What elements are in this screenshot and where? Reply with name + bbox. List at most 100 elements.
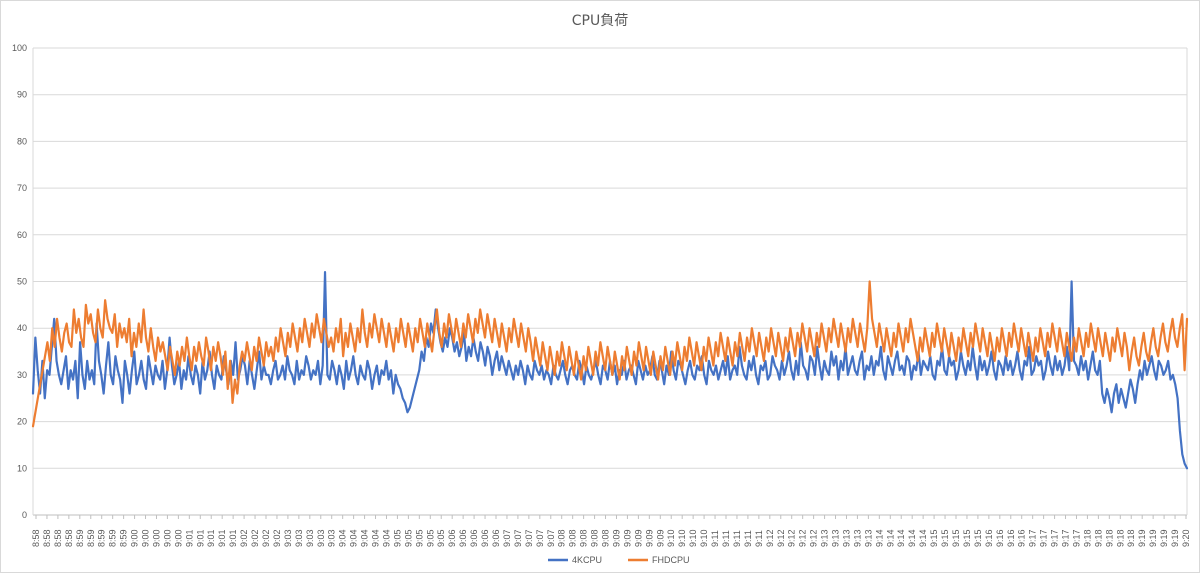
legend: 4KCPU FHDCPU [548, 555, 690, 565]
x-tick-label: 9:19 [1159, 529, 1169, 547]
x-tick-label: 9:13 [820, 529, 830, 547]
x-tick-label: 9:10 [688, 529, 698, 547]
x-tick-label: 9:12 [798, 529, 808, 547]
x-tick-label: 9:02 [261, 529, 271, 547]
x-tick-label: 9:14 [896, 529, 906, 547]
x-tick-label: 8:59 [108, 529, 118, 547]
y-tick-label: 50 [17, 277, 27, 287]
x-tick-label: 9:01 [195, 529, 205, 547]
x-tick-label: 9:18 [1082, 529, 1092, 547]
x-tick-label: 9:06 [458, 529, 468, 547]
x-tick-label: 9:18 [1104, 529, 1114, 547]
x-tick-label: 9:13 [841, 529, 851, 547]
x-tick-label: 9:06 [480, 529, 490, 547]
y-tick-label: 100 [12, 43, 27, 53]
x-tick-label: 9:07 [524, 529, 534, 547]
x-tick-label: 9:20 [1181, 529, 1191, 547]
x-tick-label: 8:59 [97, 529, 107, 547]
legend-label-4kcpu: 4KCPU [572, 555, 602, 565]
y-tick-label: 30 [17, 370, 27, 380]
x-tick-label: 9:16 [1006, 529, 1016, 547]
x-tick-label: 9:10 [677, 529, 687, 547]
x-tick-label: 9:01 [184, 529, 194, 547]
x-tick-label: 9:03 [327, 529, 337, 547]
x-tick-label: 9:11 [743, 530, 753, 547]
x-tick-label: 9:04 [349, 529, 359, 547]
series-line-4kcpu [31, 271, 1189, 470]
x-tick-label: 9:16 [1017, 529, 1027, 547]
x-tick-label: 8:58 [31, 529, 41, 547]
x-tick-label: 9:14 [918, 529, 928, 547]
x-tick-label: 9:14 [885, 529, 895, 547]
x-tick-label: 9:08 [557, 529, 567, 547]
x-tick-label: 9:13 [863, 529, 873, 547]
x-tick-label: 9:07 [546, 529, 556, 547]
x-tick-label: 9:12 [809, 529, 819, 547]
x-tick-label: 9:00 [141, 529, 151, 547]
x-tick-label: 9:11 [754, 530, 764, 547]
x-tick-label: 9:08 [568, 529, 578, 547]
y-tick-label: 90 [17, 90, 27, 100]
x-tick-label: 9:01 [206, 529, 216, 547]
y-tick-label: 40 [17, 323, 27, 333]
x-tick-label: 9:04 [338, 529, 348, 547]
x-tick-label: 9:05 [425, 529, 435, 547]
x-tick-label: 9:00 [130, 529, 140, 547]
x-tick-label: 9:02 [239, 529, 249, 547]
x-tick-label: 9:02 [250, 529, 260, 547]
x-tick-label: 9:15 [940, 529, 950, 547]
x-tick-label: 9:17 [1071, 529, 1081, 547]
x-tick-label: 9:17 [1039, 529, 1049, 547]
x-tick-label: 9:08 [601, 529, 611, 547]
x-tick-label: 9:12 [765, 529, 775, 547]
x-tick-label: 9:06 [469, 529, 479, 547]
y-tick-label: 80 [17, 136, 27, 146]
y-tick-label: 60 [17, 230, 27, 240]
x-tick-label: 9:19 [1148, 529, 1158, 547]
x-tick-label: 9:14 [907, 529, 917, 547]
x-tick-label: 9:11 [721, 530, 731, 547]
x-tick-label: 9:17 [1050, 529, 1060, 547]
x-tick-label: 9:02 [272, 529, 282, 547]
x-tick-label: 9:16 [984, 529, 994, 547]
x-tick-label: 9:12 [776, 529, 786, 547]
x-tick-label: 9:18 [1115, 529, 1125, 547]
x-tick-label: 9:11 [710, 530, 720, 547]
x-tick-label: 9:17 [1061, 529, 1071, 547]
x-tick-label: 9:13 [852, 529, 862, 547]
x-tick-label: 9:01 [217, 529, 227, 547]
x-tick-label: 8:59 [119, 529, 129, 547]
x-tick-label: 9:15 [929, 529, 939, 547]
x-tick-label: 9:17 [1028, 529, 1038, 547]
x-tick-label: 9:07 [535, 529, 545, 547]
x-tick-label: 8:58 [64, 529, 74, 547]
x-axis-ticks: 8:58 8:58 8:58 8:58 8:59 8:59 8:59 8:59 8:59 9:00… [31, 515, 1191, 547]
x-tick-label: 9:15 [962, 529, 972, 547]
x-tick-label: 9:18 [1093, 529, 1103, 547]
x-tick-label: 9:05 [392, 529, 402, 547]
x-tick-label: 9:00 [151, 529, 161, 547]
x-tick-label: 9:05 [436, 529, 446, 547]
x-tick-label: 9:03 [316, 529, 326, 547]
x-tick-label: 9:11 [732, 530, 742, 547]
x-tick-label: 9:09 [633, 529, 643, 547]
x-tick-label: 9:12 [787, 529, 797, 547]
x-tick-label: 9:10 [666, 529, 676, 547]
x-tick-label: 8:58 [53, 529, 63, 547]
x-tick-label: 9:04 [371, 529, 381, 547]
x-tick-label: 9:06 [447, 529, 457, 547]
x-tick-label: 8:58 [42, 529, 52, 547]
x-tick-label: 8:59 [86, 529, 96, 547]
x-tick-label: 9:15 [951, 529, 961, 547]
x-tick-label: 9:01 [228, 529, 238, 547]
x-tick-label: 9:19 [1170, 529, 1180, 547]
x-tick-label: 9:18 [1126, 529, 1136, 547]
y-tick-label: 70 [17, 183, 27, 193]
x-tick-label: 9:03 [305, 529, 315, 547]
x-tick-label: 9:08 [579, 529, 589, 547]
y-tick-label: 0 [22, 510, 27, 520]
chart-title: CPU負荷 [571, 13, 629, 29]
x-tick-label: 8:59 [75, 529, 85, 547]
legend-label-fhdcpu: FHDCPU [652, 555, 690, 565]
